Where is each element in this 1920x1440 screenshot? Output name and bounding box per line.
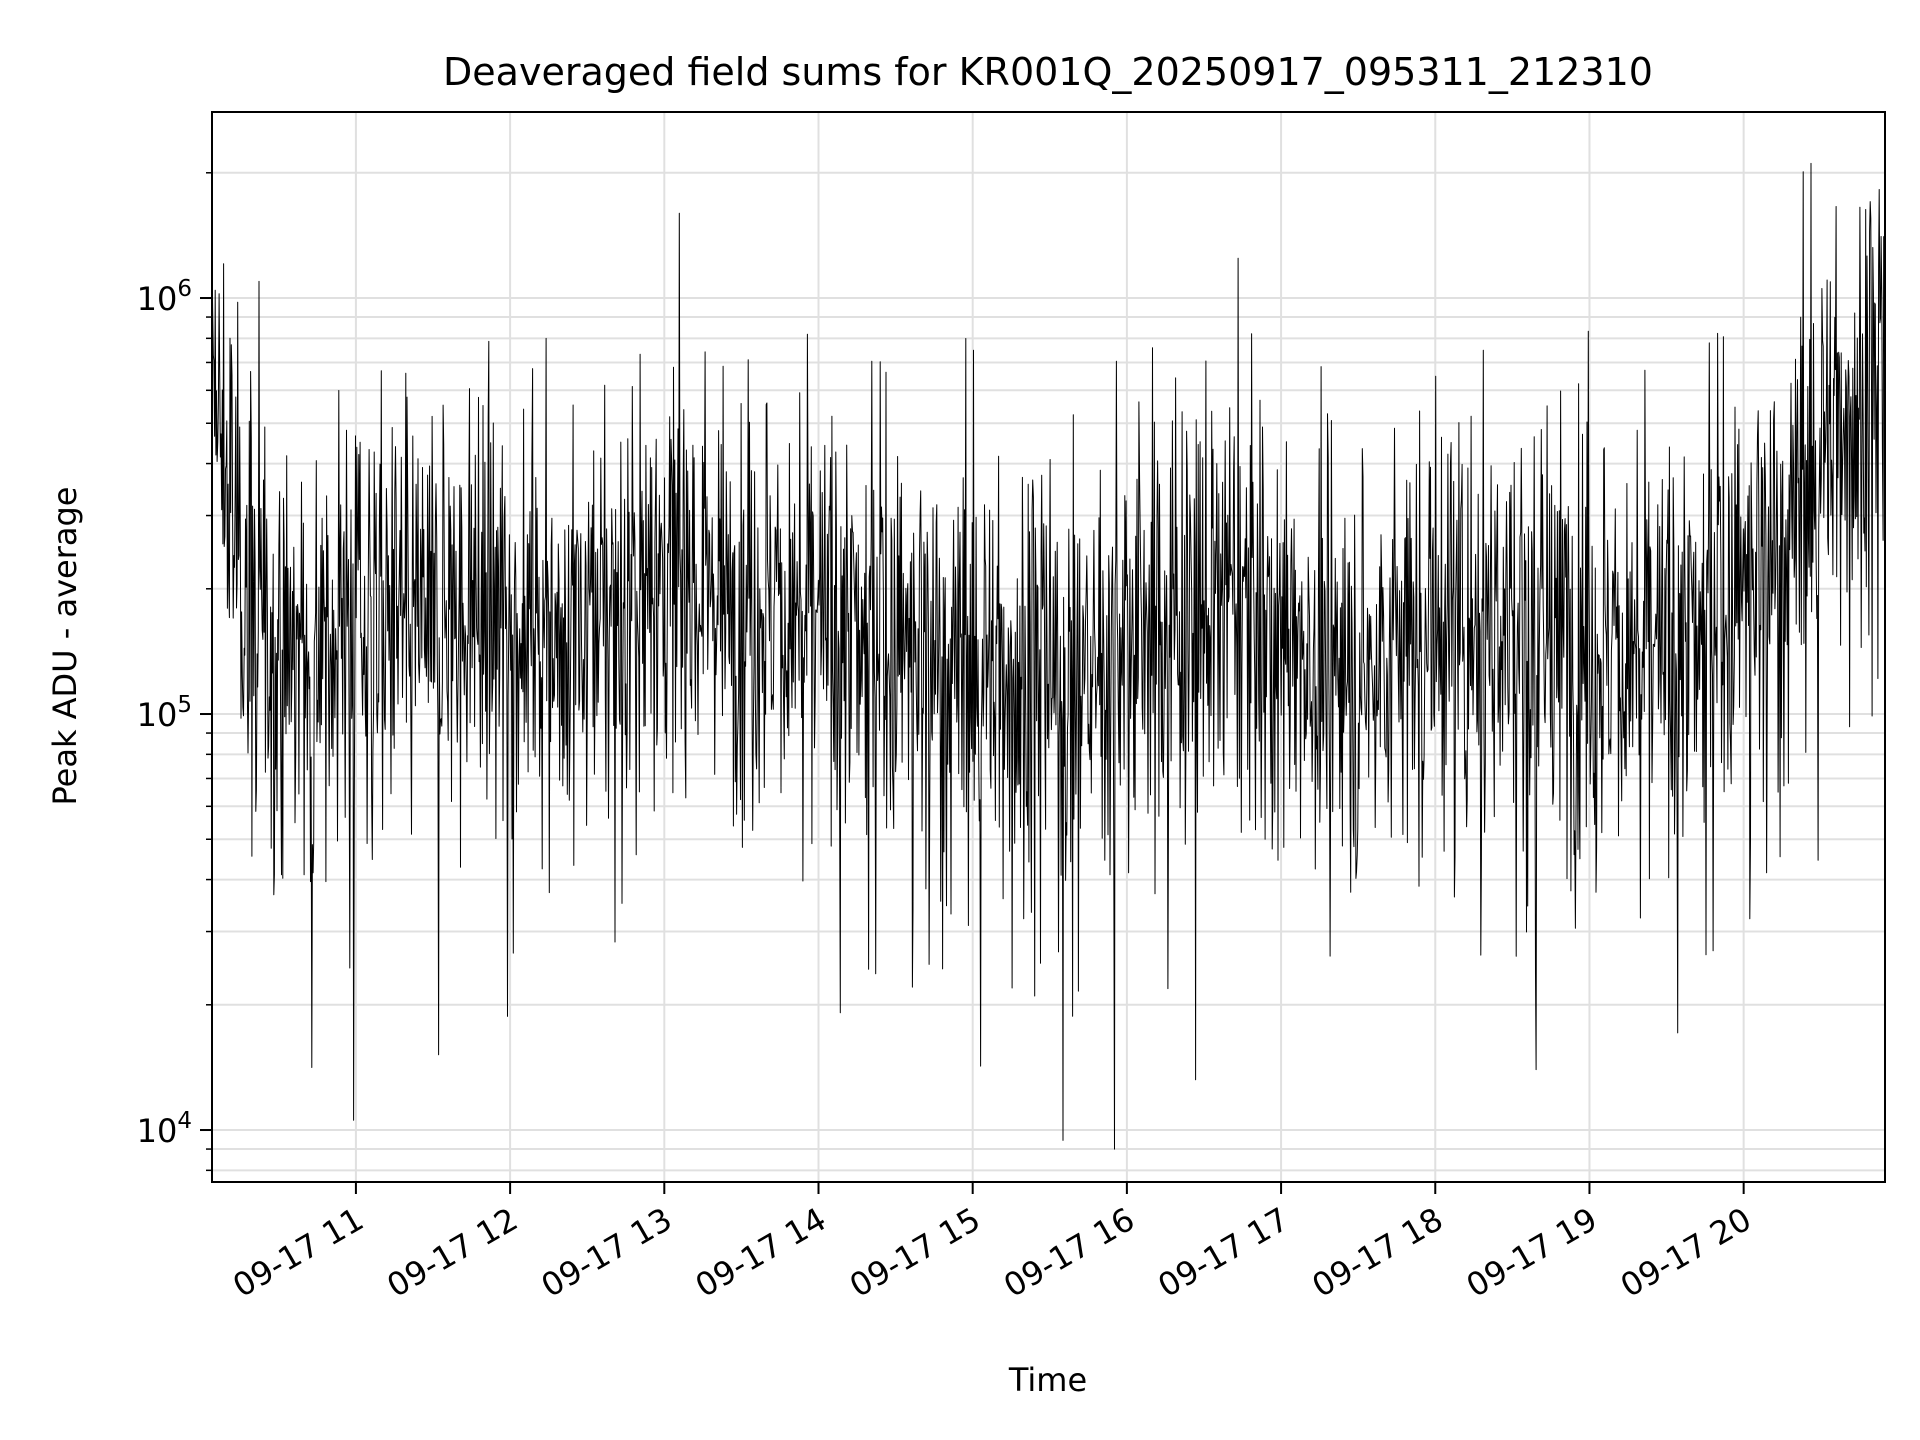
x-axis-label: Time xyxy=(1008,1361,1087,1399)
plot-area xyxy=(211,162,1886,1150)
y-axis: 104 105 106 xyxy=(137,172,212,1172)
chart-title: Deaveraged field sums for KR001Q_2025091… xyxy=(443,50,1653,94)
y-axis-label: Peak ADU - average xyxy=(46,487,84,806)
axes-frame xyxy=(211,111,1886,1183)
y-tick-label: 104 xyxy=(137,1108,192,1150)
series-line xyxy=(211,162,1886,1150)
y-tick-label: 106 xyxy=(137,276,192,318)
y-tick-label: 105 xyxy=(137,692,192,734)
